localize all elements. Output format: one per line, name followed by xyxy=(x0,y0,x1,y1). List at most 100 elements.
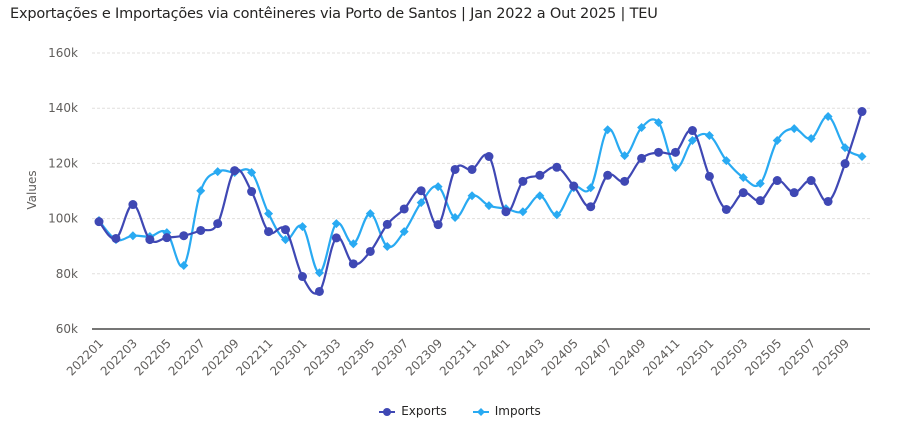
data-point-exports[interactable] xyxy=(297,272,307,282)
data-point-exports[interactable] xyxy=(857,107,867,117)
data-point-imports[interactable] xyxy=(365,209,375,219)
data-point-exports[interactable] xyxy=(213,219,223,229)
data-point-imports[interactable] xyxy=(484,201,494,211)
data-point-imports[interactable] xyxy=(518,207,528,217)
data-point-imports[interactable] xyxy=(314,268,324,278)
data-point-exports[interactable] xyxy=(620,176,630,186)
legend-item-exports[interactable]: Exports xyxy=(379,404,447,418)
x-tick-label: 202309 xyxy=(403,336,445,378)
data-point-exports[interactable] xyxy=(704,171,714,181)
data-point-exports[interactable] xyxy=(365,246,375,256)
legend: Exports Imports xyxy=(0,404,920,418)
data-point-exports[interactable] xyxy=(433,220,443,230)
data-point-imports[interactable] xyxy=(382,241,392,251)
data-point-imports[interactable] xyxy=(840,143,850,153)
data-point-imports[interactable] xyxy=(416,198,426,208)
data-point-imports[interactable] xyxy=(704,131,714,141)
data-point-exports[interactable] xyxy=(552,162,562,172)
data-point-imports[interactable] xyxy=(823,111,833,121)
data-point-exports[interactable] xyxy=(230,166,240,176)
legend-item-imports[interactable]: Imports xyxy=(472,404,541,418)
data-point-exports[interactable] xyxy=(670,147,680,157)
data-point-imports[interactable] xyxy=(399,227,409,237)
data-point-exports[interactable] xyxy=(196,225,206,235)
x-tick-label: 202407 xyxy=(572,336,614,378)
data-point-imports[interactable] xyxy=(433,182,443,192)
data-point-exports[interactable] xyxy=(331,233,341,243)
data-point-exports[interactable] xyxy=(128,200,138,210)
data-point-exports[interactable] xyxy=(162,233,172,243)
data-point-exports[interactable] xyxy=(281,225,291,235)
data-point-imports[interactable] xyxy=(789,124,799,134)
data-point-exports[interactable] xyxy=(738,188,748,198)
data-point-imports[interactable] xyxy=(687,135,697,145)
data-point-imports[interactable] xyxy=(603,125,613,135)
x-tick-label: 202307 xyxy=(369,336,411,378)
data-point-imports[interactable] xyxy=(450,212,460,222)
data-point-exports[interactable] xyxy=(518,176,528,186)
data-point-imports[interactable] xyxy=(247,168,257,178)
data-point-exports[interactable] xyxy=(603,170,613,180)
data-point-imports[interactable] xyxy=(738,172,748,182)
data-point-exports[interactable] xyxy=(264,227,274,237)
data-point-imports[interactable] xyxy=(297,222,307,232)
data-point-exports[interactable] xyxy=(755,196,765,206)
data-point-imports[interactable] xyxy=(721,156,731,166)
series-group xyxy=(94,107,867,296)
data-point-exports[interactable] xyxy=(569,181,579,191)
data-point-imports[interactable] xyxy=(772,135,782,145)
data-point-imports[interactable] xyxy=(264,209,274,219)
data-point-imports[interactable] xyxy=(806,134,816,144)
data-point-imports[interactable] xyxy=(552,210,562,220)
x-tick-label: 202405 xyxy=(539,336,581,378)
data-point-exports[interactable] xyxy=(484,152,494,161)
data-point-exports[interactable] xyxy=(314,286,324,296)
data-point-exports[interactable] xyxy=(637,153,647,163)
data-point-exports[interactable] xyxy=(145,235,155,245)
data-point-imports[interactable] xyxy=(213,167,223,177)
data-point-exports[interactable] xyxy=(399,204,409,214)
data-point-imports[interactable] xyxy=(670,163,680,173)
data-point-exports[interactable] xyxy=(179,231,189,241)
x-tick-label: 202501 xyxy=(674,336,716,378)
data-point-imports[interactable] xyxy=(535,191,545,201)
data-point-imports[interactable] xyxy=(128,231,138,241)
data-point-imports[interactable] xyxy=(637,123,647,133)
data-point-exports[interactable] xyxy=(450,164,460,174)
data-point-exports[interactable] xyxy=(654,147,664,157)
x-tick-label: 202207 xyxy=(166,336,208,378)
data-point-exports[interactable] xyxy=(535,170,545,180)
data-point-exports[interactable] xyxy=(467,164,477,174)
data-point-imports[interactable] xyxy=(620,151,630,161)
data-point-exports[interactable] xyxy=(94,217,104,227)
data-point-imports[interactable] xyxy=(196,186,206,196)
data-point-imports[interactable] xyxy=(281,235,291,245)
data-point-exports[interactable] xyxy=(806,176,816,186)
data-point-exports[interactable] xyxy=(840,159,850,169)
x-tick-label: 202311 xyxy=(437,336,479,378)
data-point-exports[interactable] xyxy=(789,188,799,198)
data-point-imports[interactable] xyxy=(331,219,341,229)
chart-title: Exportações e Importações via contêinere… xyxy=(10,6,658,22)
data-point-imports[interactable] xyxy=(179,261,189,271)
x-tick-label: 202507 xyxy=(776,336,818,378)
data-point-exports[interactable] xyxy=(772,176,782,186)
data-point-exports[interactable] xyxy=(247,187,257,197)
data-point-exports[interactable] xyxy=(823,196,833,206)
data-point-exports[interactable] xyxy=(687,126,697,136)
data-point-imports[interactable] xyxy=(654,118,664,128)
data-point-exports[interactable] xyxy=(416,186,426,196)
data-point-imports[interactable] xyxy=(467,191,477,201)
data-point-exports[interactable] xyxy=(111,233,121,243)
data-point-exports[interactable] xyxy=(721,204,731,214)
data-point-exports[interactable] xyxy=(501,207,511,217)
x-tick-label: 202203 xyxy=(98,336,140,378)
data-point-exports[interactable] xyxy=(382,219,392,229)
data-point-imports[interactable] xyxy=(348,239,358,249)
data-point-imports[interactable] xyxy=(755,179,765,189)
y-tick-label: 80k xyxy=(56,267,78,281)
data-point-exports[interactable] xyxy=(348,259,358,269)
data-point-imports[interactable] xyxy=(857,152,867,161)
data-point-exports[interactable] xyxy=(586,202,596,212)
data-point-imports[interactable] xyxy=(586,183,596,193)
